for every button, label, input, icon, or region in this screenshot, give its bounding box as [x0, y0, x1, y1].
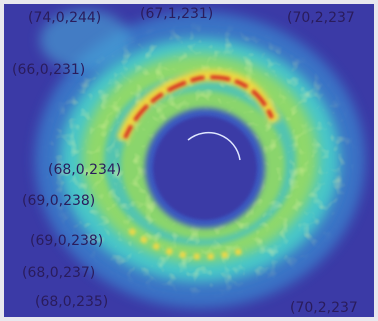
label: (74,0,244): [28, 10, 101, 26]
label: (68,0,234): [48, 162, 121, 178]
page: (74,0,244) (67,1,231) (70,2,237 (66,0,23…: [0, 0, 378, 321]
label: (69,0,238): [22, 193, 95, 209]
label: (70,2,237: [287, 10, 355, 26]
label: (68,0,237): [22, 265, 95, 281]
heatmap-image: (74,0,244) (67,1,231) (70,2,237 (66,0,23…: [0, 0, 378, 321]
label: (68,0,235): [35, 294, 108, 310]
label: (70,2,237: [290, 300, 358, 316]
label: (66,0,231): [12, 62, 85, 78]
label: (69,0,238): [30, 233, 103, 249]
label: (67,1,231): [140, 6, 213, 22]
